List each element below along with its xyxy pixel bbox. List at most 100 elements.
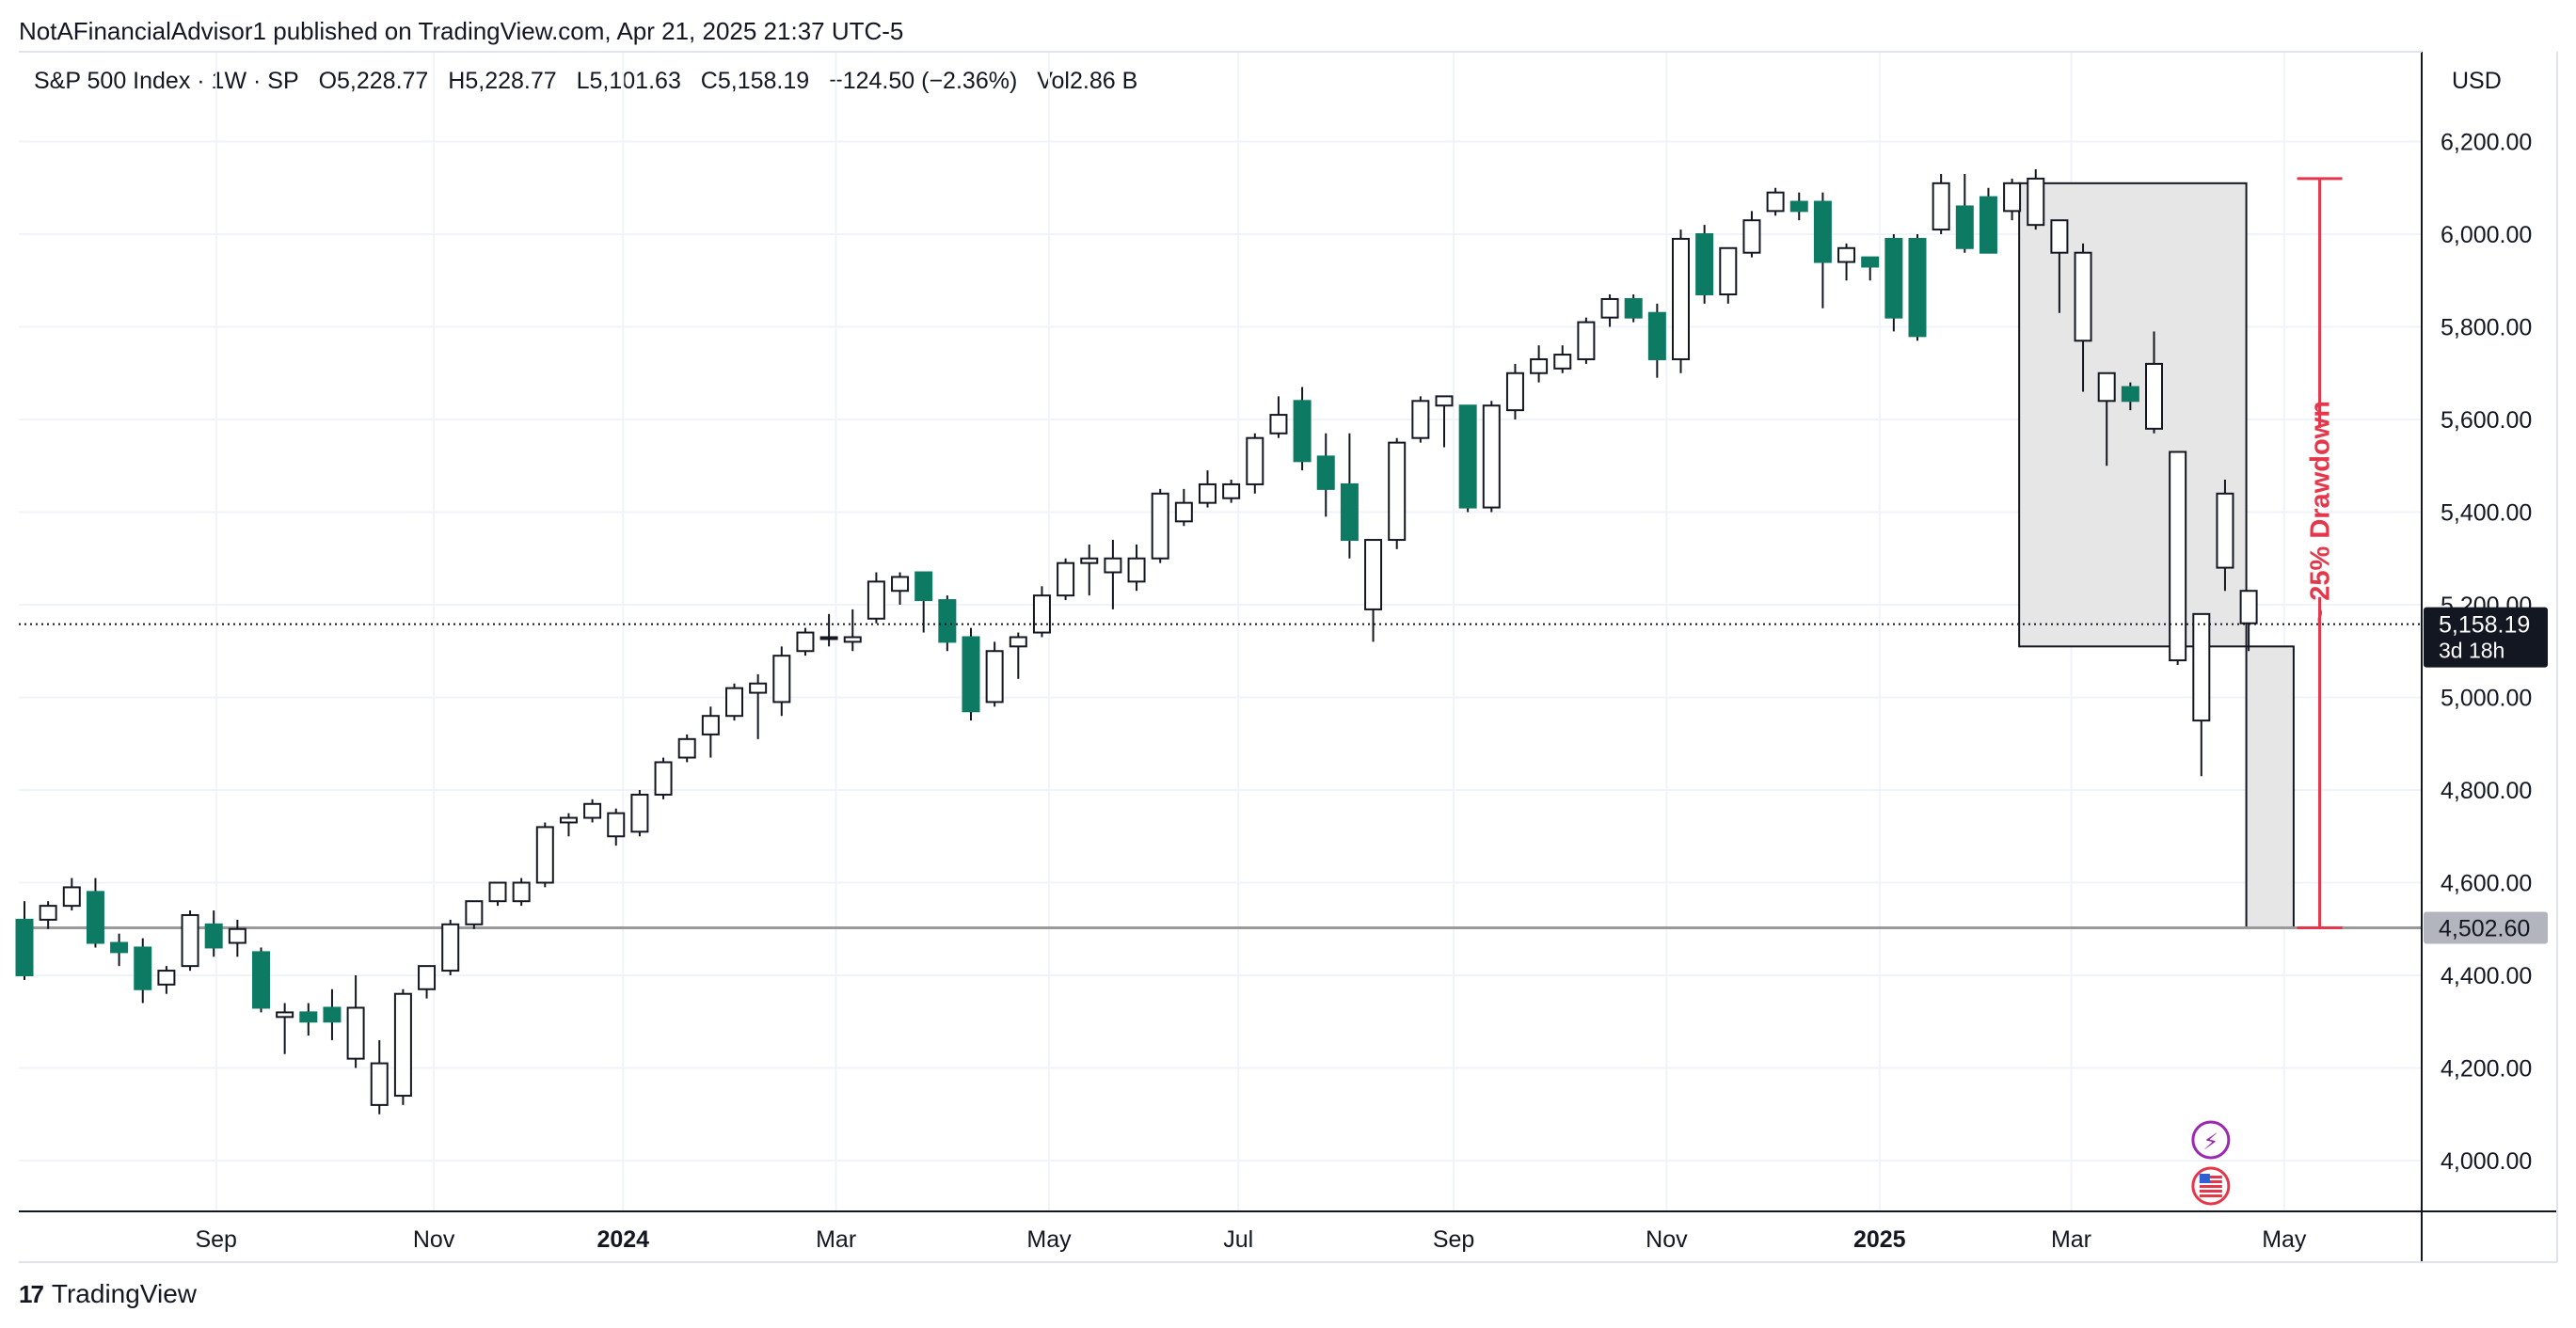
y-tick-label: 4,800.00 bbox=[2441, 778, 2532, 804]
candle-body bbox=[1789, 200, 1808, 213]
down-candle bbox=[1695, 225, 1714, 304]
flag-icon-stripe bbox=[2199, 1176, 2222, 1178]
x-tick-label: May bbox=[1026, 1226, 1072, 1253]
candle-body bbox=[891, 576, 910, 593]
up-candle bbox=[843, 609, 862, 652]
candle-body bbox=[2239, 590, 2258, 624]
legend-high: H5,228.77 bbox=[448, 68, 557, 94]
candle-body bbox=[323, 1006, 342, 1023]
up-candle bbox=[1719, 246, 1738, 304]
x-tick-label: May bbox=[2262, 1226, 2307, 1253]
candle-body bbox=[535, 826, 554, 884]
currency-label[interactable]: USD bbox=[2452, 68, 2502, 94]
x-tick-label: Sep bbox=[1433, 1226, 1474, 1253]
candle-body bbox=[1766, 191, 1785, 213]
level-price-badge bbox=[2424, 911, 2548, 944]
up-candle bbox=[2097, 372, 2116, 466]
axes: 4,000.00 4,200.00 4,400.00 4,600.00 4,800.00… bbox=[19, 51, 2558, 1263]
up-candle bbox=[654, 757, 673, 799]
legend-low: L5,101.63 bbox=[576, 68, 681, 94]
chart-overlay: ~ 25% Drawdown ⚡ bbox=[19, 177, 2422, 1206]
up-candle bbox=[1553, 345, 1572, 373]
candle-body bbox=[867, 580, 885, 620]
candle-body bbox=[725, 687, 743, 718]
up-candle bbox=[346, 975, 365, 1068]
up-candle bbox=[1151, 488, 1169, 563]
candle-body bbox=[1080, 557, 1099, 564]
up-candle bbox=[891, 572, 910, 605]
y-tick-label: 6,200.00 bbox=[2441, 130, 2532, 156]
candle-body bbox=[1222, 482, 1241, 499]
up-candle bbox=[1080, 544, 1099, 596]
candle-body bbox=[465, 900, 484, 925]
x-tick-label: Mar bbox=[2051, 1226, 2091, 1253]
up-candle bbox=[1104, 540, 1122, 609]
candle-body bbox=[914, 571, 933, 602]
up-candle bbox=[1174, 488, 1193, 527]
x-tick-label: 2024 bbox=[596, 1226, 649, 1253]
candle-body bbox=[1199, 482, 1216, 504]
candle-body bbox=[418, 965, 437, 990]
candle-body bbox=[1104, 557, 1122, 574]
candle-body bbox=[2216, 492, 2234, 569]
candle-body bbox=[62, 886, 81, 908]
down-candle bbox=[1624, 294, 1643, 323]
up-candle bbox=[1577, 317, 1596, 364]
candle-body bbox=[1435, 395, 1454, 407]
candle-body bbox=[157, 970, 176, 986]
candle-body bbox=[299, 1011, 318, 1023]
up-candle bbox=[559, 813, 578, 837]
drawing-shapes bbox=[19, 182, 2422, 929]
up-candle bbox=[749, 673, 768, 739]
candle-body bbox=[1908, 237, 1927, 338]
tradingview-brand[interactable]: 17 TradingView bbox=[19, 1279, 197, 1309]
down-candle bbox=[323, 988, 342, 1040]
up-candle bbox=[512, 877, 531, 907]
candle-body bbox=[1411, 400, 1430, 439]
up-candle bbox=[2074, 243, 2092, 392]
down-candle bbox=[2121, 382, 2139, 411]
x-tick-label: Sep bbox=[195, 1226, 236, 1253]
candle-body bbox=[252, 951, 270, 1009]
up-candle bbox=[393, 988, 412, 1105]
candle-body bbox=[276, 1011, 294, 1019]
candle-body bbox=[1293, 400, 1312, 463]
candle-body bbox=[2003, 182, 2022, 213]
candle-body bbox=[1884, 237, 1903, 319]
down-candle bbox=[1813, 192, 1832, 308]
x-tick-label: 2025 bbox=[1853, 1226, 1906, 1253]
up-candle bbox=[1742, 211, 1761, 258]
legend-volume: Vol2.86 B bbox=[1037, 68, 1138, 94]
legend-symbol[interactable]: S&P 500 Index · 1W · SP bbox=[34, 68, 299, 94]
up-candle bbox=[1199, 470, 1216, 508]
up-candle bbox=[1127, 544, 1146, 592]
y-tick-label: 5,000.00 bbox=[2441, 686, 2532, 712]
lightning-icon-ring bbox=[2191, 1120, 2231, 1160]
publisher-header: NotAFinancialAdvisor1 published on Tradi… bbox=[19, 17, 904, 45]
y-tick-label: 5,600.00 bbox=[2441, 407, 2532, 434]
up-candle bbox=[1246, 433, 1264, 494]
last-price-label: 5,158.19 bbox=[2439, 612, 2530, 639]
down-candle bbox=[914, 571, 933, 633]
candle-body bbox=[607, 812, 626, 838]
candle-body bbox=[630, 793, 649, 833]
legend-open: O5,228.77 bbox=[318, 68, 429, 94]
candle-body bbox=[559, 816, 578, 824]
candle-body bbox=[677, 737, 696, 759]
up-candle bbox=[1009, 632, 1027, 679]
up-candle bbox=[228, 919, 246, 957]
up-candle bbox=[1482, 401, 1501, 513]
brand-name: TradingView bbox=[51, 1279, 198, 1308]
down-candle bbox=[1647, 303, 1666, 378]
candle-body bbox=[39, 905, 57, 921]
up-candle bbox=[796, 627, 815, 656]
down-candle bbox=[252, 947, 270, 1013]
down-candle bbox=[1340, 433, 1359, 559]
up-candle bbox=[276, 1003, 294, 1054]
candle-body bbox=[1009, 636, 1027, 648]
up-candle bbox=[607, 808, 626, 846]
up-candle bbox=[772, 646, 791, 717]
flag-icon-stripe bbox=[2199, 1194, 2222, 1197]
candle-body bbox=[1340, 482, 1359, 542]
